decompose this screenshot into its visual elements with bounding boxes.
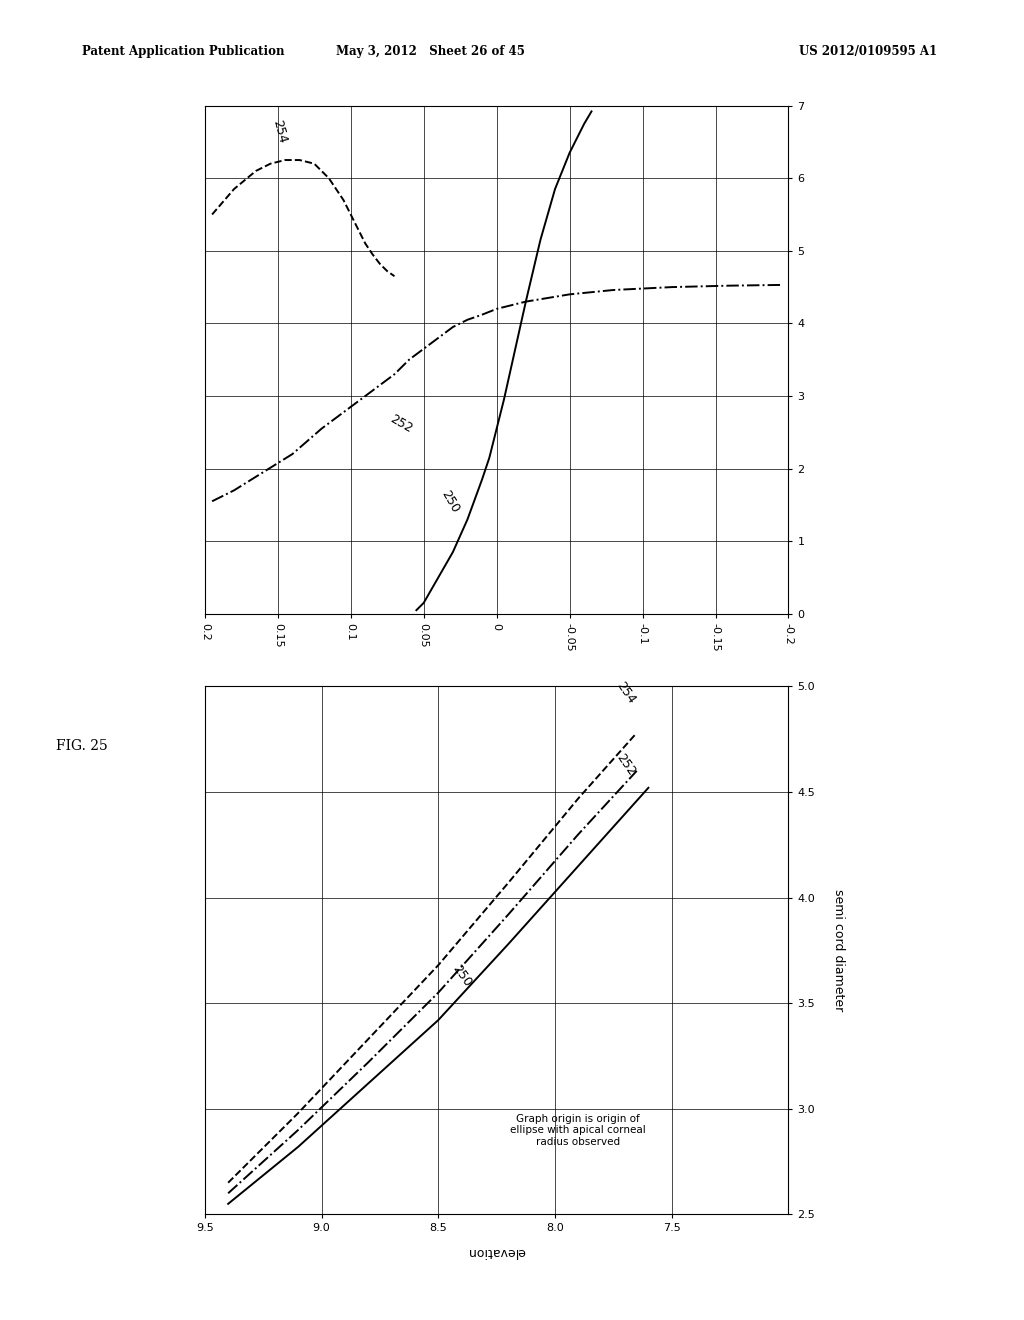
Text: US 2012/0109595 A1: US 2012/0109595 A1 xyxy=(799,45,937,58)
X-axis label: elevation: elevation xyxy=(468,1245,525,1258)
Text: 250: 250 xyxy=(450,962,474,989)
Text: Graph origin is origin of
ellipse with apical corneal
radius observed: Graph origin is origin of ellipse with a… xyxy=(511,1114,646,1147)
Text: Patent Application Publication: Patent Application Publication xyxy=(82,45,285,58)
Text: 254: 254 xyxy=(270,119,289,145)
Text: 250: 250 xyxy=(438,488,462,515)
Text: 254: 254 xyxy=(613,680,638,706)
Text: 252: 252 xyxy=(613,751,638,777)
Text: May 3, 2012   Sheet 26 of 45: May 3, 2012 Sheet 26 of 45 xyxy=(336,45,524,58)
Text: 252: 252 xyxy=(387,412,415,436)
Y-axis label: semi cord diameter: semi cord diameter xyxy=(831,890,845,1011)
Text: FIG. 25: FIG. 25 xyxy=(56,739,109,754)
